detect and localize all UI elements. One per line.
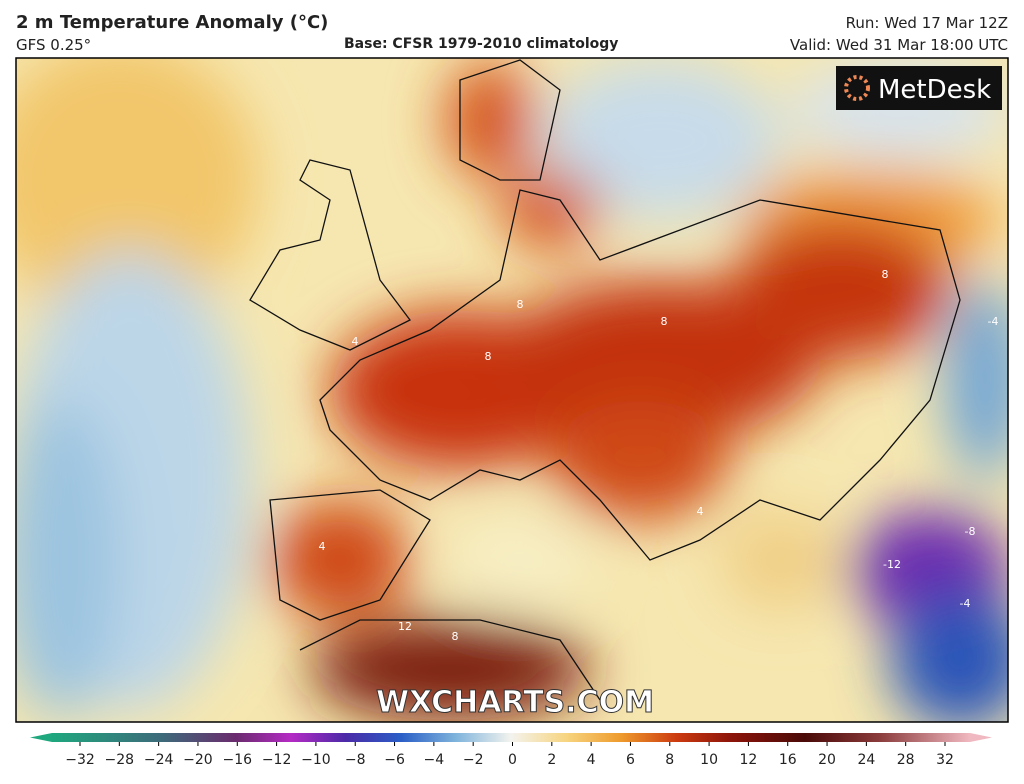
map-field (16, 58, 1008, 722)
colorbar-tick-label: 20 (818, 752, 836, 768)
colorbar-high (970, 733, 992, 742)
model: GFS 0.25° (16, 36, 92, 54)
colorbar-tick-label: −20 (183, 752, 213, 768)
colorbar-tick-label: −4 (424, 752, 445, 768)
colorbar-tick-label: −12 (262, 752, 292, 768)
colorbar-tick-label: 16 (779, 752, 797, 768)
colorbar-low (30, 733, 52, 742)
colorbar (52, 733, 970, 742)
logo: MetDesk (878, 75, 991, 105)
colorbar-tick-label: 4 (587, 752, 596, 768)
contour-label: 8 (452, 630, 459, 643)
colorbar-tick-label: 28 (897, 752, 915, 768)
map-frame (15, 57, 1009, 723)
logo-icon (844, 75, 870, 101)
contour-label: 4 (319, 540, 326, 553)
contour-label: 8 (882, 268, 889, 281)
valid: Valid: Wed 31 Mar 18:00 UTC (789, 36, 1008, 54)
contour-label: -4 (960, 597, 971, 610)
contour-label: 4 (697, 505, 704, 518)
watermark: WXCHARTS.COM (376, 685, 654, 720)
colorbar-tick-label: −10 (301, 752, 331, 768)
colorbar-tick-label: −16 (222, 752, 252, 768)
contour-label: -4 (988, 315, 999, 328)
contour-label: 4 (352, 335, 359, 348)
title: 2 m Temperature Anomaly (°C) (16, 12, 329, 33)
colorbar-tick-label: 8 (665, 752, 674, 768)
colorbar-tick-label: −2 (463, 752, 484, 768)
run: Run: Wed 17 Mar 12Z (845, 14, 1008, 32)
logo-box (836, 66, 1002, 110)
contour-label: 8 (661, 315, 668, 328)
contour-label: 8 (517, 298, 524, 311)
contour-label: 12 (398, 620, 412, 633)
contour-label: 8 (485, 350, 492, 363)
colorbar-tick-label: −24 (144, 752, 174, 768)
colorbar-tick-label: 32 (936, 752, 954, 768)
colorbar-tick-label: 6 (626, 752, 635, 768)
colorbar-tick-label: 24 (857, 752, 875, 768)
contour-label: -12 (883, 558, 901, 571)
colorbar-tick-label: −28 (105, 752, 135, 768)
colorbar-tick-label: 12 (739, 752, 757, 768)
colorbar-tick-label: −32 (65, 752, 95, 768)
colorbar-tick-label: 0 (508, 752, 517, 768)
contour-label: -8 (965, 525, 976, 538)
colorbar-tick-label: −8 (345, 752, 366, 768)
colorbar-tick-label: 10 (700, 752, 718, 768)
colorbar-tick-label: 2 (547, 752, 556, 768)
base: Base: CFSR 1979-2010 climatology (344, 36, 619, 52)
colorbar-tick-label: −6 (384, 752, 405, 768)
